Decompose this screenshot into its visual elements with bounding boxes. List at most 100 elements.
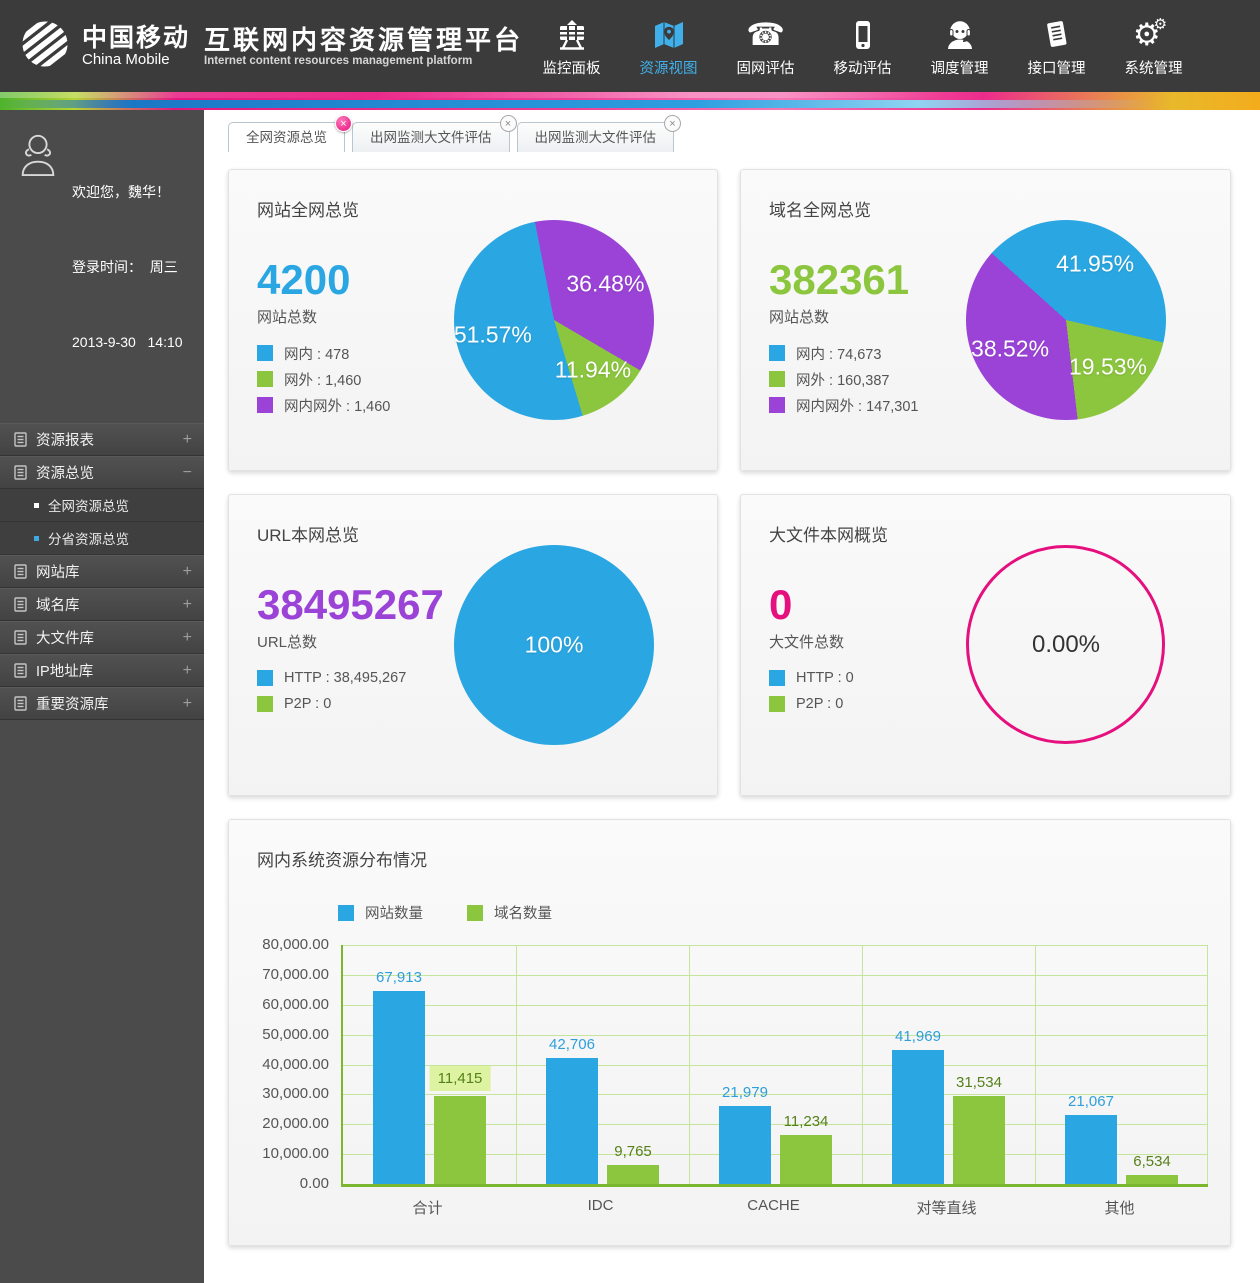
close-icon[interactable]: × xyxy=(499,115,517,132)
user-info: 欢迎您，魏华！ 登录时间： 周三 2013-9-30 14:10 xyxy=(72,130,183,405)
nav-item-phone[interactable]: ☎ 固网评估 xyxy=(717,14,814,78)
big-number-label: 网站总数 xyxy=(257,309,318,326)
bar-value-label: 31,534 xyxy=(956,1074,1002,1092)
bar-value-label: 67,913 xyxy=(376,969,422,987)
brand-logo: 中国移动 China Mobile xyxy=(13,11,190,76)
china-mobile-logo-icon xyxy=(13,11,77,76)
card-title: URL本网总览 xyxy=(257,526,360,545)
nav-item-document[interactable]: 接口管理 xyxy=(1008,14,1105,78)
grid-line xyxy=(1035,945,1036,1184)
pie-percent-label: 36.48% xyxy=(566,270,645,297)
x-axis-label: 其他 xyxy=(1104,1200,1135,1217)
sidebar-item-0[interactable]: 资源报表 + xyxy=(0,423,204,456)
bar-value-label: 9,765 xyxy=(614,1143,652,1161)
tab-0[interactable]: 全网资源总览 × xyxy=(228,115,352,152)
sidebar-item-6[interactable]: 重要资源库 + xyxy=(0,687,204,720)
chart-legend: 网站数量 域名数量 xyxy=(338,902,552,923)
site-count-bar: 41,969 xyxy=(892,1028,944,1184)
sidebar-item-5[interactable]: IP地址库 + xyxy=(0,654,204,687)
expand-icon: + xyxy=(182,595,192,613)
legend-color-swatch xyxy=(257,670,273,686)
x-axis-label: 对等直线 xyxy=(916,1200,977,1217)
sidebar-item-3[interactable]: 域名库 + xyxy=(0,588,204,621)
bar-plot: 80,000.00 70,000.00 60,000.00 50,000.00 40,0… xyxy=(262,936,1208,1192)
y-axis-tick: 50,000.00 xyxy=(262,1025,329,1043)
pie-chart: 41.95% 19.53% 38.52% xyxy=(966,220,1166,420)
bar-group: 21,979 11,234 xyxy=(689,945,862,1184)
tab-1[interactable]: 出网监测大文件评估 × xyxy=(352,115,517,152)
sidebar: 欢迎您，魏华！ 登录时间： 周三 2013-9-30 14:10 资源报表 + 资源… xyxy=(0,110,204,1283)
legend-label: 网站数量 xyxy=(365,906,423,922)
nav-item-gears[interactable]: ⚙ ⚙ 系统管理 xyxy=(1105,14,1202,78)
nav-item-label: 系统管理 xyxy=(1124,61,1183,77)
legend-color-swatch xyxy=(338,904,354,921)
sidebar-item-2[interactable]: 网站库 + xyxy=(0,555,204,588)
sidebar-subitem-label: 全网资源总览 xyxy=(48,499,129,514)
sidebar-subitem-1-0[interactable]: 全网资源总览 xyxy=(0,489,204,522)
legend-text: 网内 : 478 xyxy=(284,346,350,363)
nav-item-map[interactable]: 资源视图 xyxy=(620,14,717,78)
nav-item-dashboard[interactable]: 监控面板 xyxy=(523,14,620,78)
legend-color-swatch xyxy=(769,345,785,361)
sidebar-subitem-1-1[interactable]: 分省资源总览 xyxy=(0,522,204,555)
y-axis-tick: 80,000.00 xyxy=(262,936,329,953)
legend-text: HTTP : 0 xyxy=(796,670,854,686)
legend-color-swatch xyxy=(257,345,273,361)
pie-percent-label: 41.95% xyxy=(1056,250,1135,277)
y-axis-tick: 20,000.00 xyxy=(262,1115,329,1133)
chart-legend-item: 域名数量 xyxy=(467,902,552,923)
sidebar-item-label: 重要资源库 xyxy=(36,697,109,713)
bar-value-label: 42,706 xyxy=(549,1035,595,1053)
sidebar-item-label: 资源总览 xyxy=(36,466,94,482)
tab-2[interactable]: 出网监测大文件评估 × xyxy=(516,115,681,152)
card-legend: 网内 : 74,673 网外 : 160,387 网内网外 : 147,301 xyxy=(769,340,919,418)
overview-card-2: URL本网总览 38495267 URL总数 HTTP : 38,495,267 P2P… xyxy=(228,494,718,796)
nav-item-headset[interactable]: 调度管理 xyxy=(911,14,1008,78)
legend-text: P2P : 0 xyxy=(284,696,332,712)
sidebar-item-label: 大文件库 xyxy=(36,631,94,647)
close-icon[interactable]: × xyxy=(335,115,352,132)
distribution-chart-card: 网内系统资源分布情况 网站数量 域名数量 80,000.00 70,000.00 60,0… xyxy=(228,819,1231,1246)
bar-value-label: 21,067 xyxy=(1068,1093,1114,1111)
legend-color-swatch xyxy=(467,904,483,921)
pie-chart: 100% xyxy=(454,545,654,745)
phone-icon: ☎ xyxy=(746,17,785,53)
doc-icon xyxy=(14,432,27,447)
nav-item-mobile[interactable]: 移动评估 xyxy=(814,14,911,78)
legend-item: 网内 : 74,673 xyxy=(769,340,919,366)
legend-color-swatch xyxy=(257,371,273,387)
bar-value-label: 6,534 xyxy=(1133,1152,1171,1170)
map-icon xyxy=(620,14,717,56)
y-axis-tick: 30,000.00 xyxy=(262,1085,329,1103)
legend-color-swatch xyxy=(769,371,785,387)
legend-item: HTTP : 38,495,267 xyxy=(257,665,406,691)
y-axis-tick: 70,000.00 xyxy=(262,965,329,983)
bullet-icon xyxy=(34,535,39,541)
sidebar-menu: 资源报表 + 资源总览 − 全网资源总览 分省资源总览 网站库 + 域名库 + 大文件库 + IP地址库… xyxy=(0,423,204,720)
stripe-ribbon-sheen xyxy=(0,92,1260,98)
bar-columns: 67,913 11,415 42,706 9,765 21,979 11,234 41,96… xyxy=(343,945,1208,1184)
tab-label: 全网资源总览 xyxy=(246,130,327,145)
legend-text: 网内网外 : 1,460 xyxy=(284,398,391,415)
legend-item: 网内网外 : 147,301 xyxy=(769,392,919,418)
headset-icon xyxy=(911,14,1008,56)
sidebar-item-1[interactable]: 资源总览 − xyxy=(0,456,204,489)
content-area: 全网资源总览 × 出网监测大文件评估 × 出网监测大文件评估 × 网站全网总览 4200 网站… xyxy=(204,110,1260,1283)
sidebar-item-4[interactable]: 大文件库 + xyxy=(0,621,204,654)
big-number-label: 大文件总数 xyxy=(769,634,845,651)
grid-line xyxy=(343,945,1208,946)
mobile-icon xyxy=(814,14,911,56)
big-number: 4200 xyxy=(257,256,351,303)
legend-text: HTTP : 38,495,267 xyxy=(284,670,407,686)
legend-color-swatch xyxy=(257,397,273,413)
doc-icon xyxy=(14,465,27,480)
x-axis-labels: 合计 IDC CACHE 对等直线 其他 xyxy=(341,1197,1206,1218)
grid-line xyxy=(689,945,690,1184)
grid-line xyxy=(1207,945,1208,1184)
domain-count-bar: 9,765 xyxy=(607,1143,659,1184)
bar-group: 21,067 6,534 xyxy=(1035,945,1208,1184)
login-datetime: 2013-9-30 14:10 xyxy=(72,334,183,350)
grid-line xyxy=(343,974,1208,976)
platform-heading: 互联网内容资源管理平台 Internet content resources m… xyxy=(204,25,523,67)
close-icon[interactable]: × xyxy=(664,115,681,132)
